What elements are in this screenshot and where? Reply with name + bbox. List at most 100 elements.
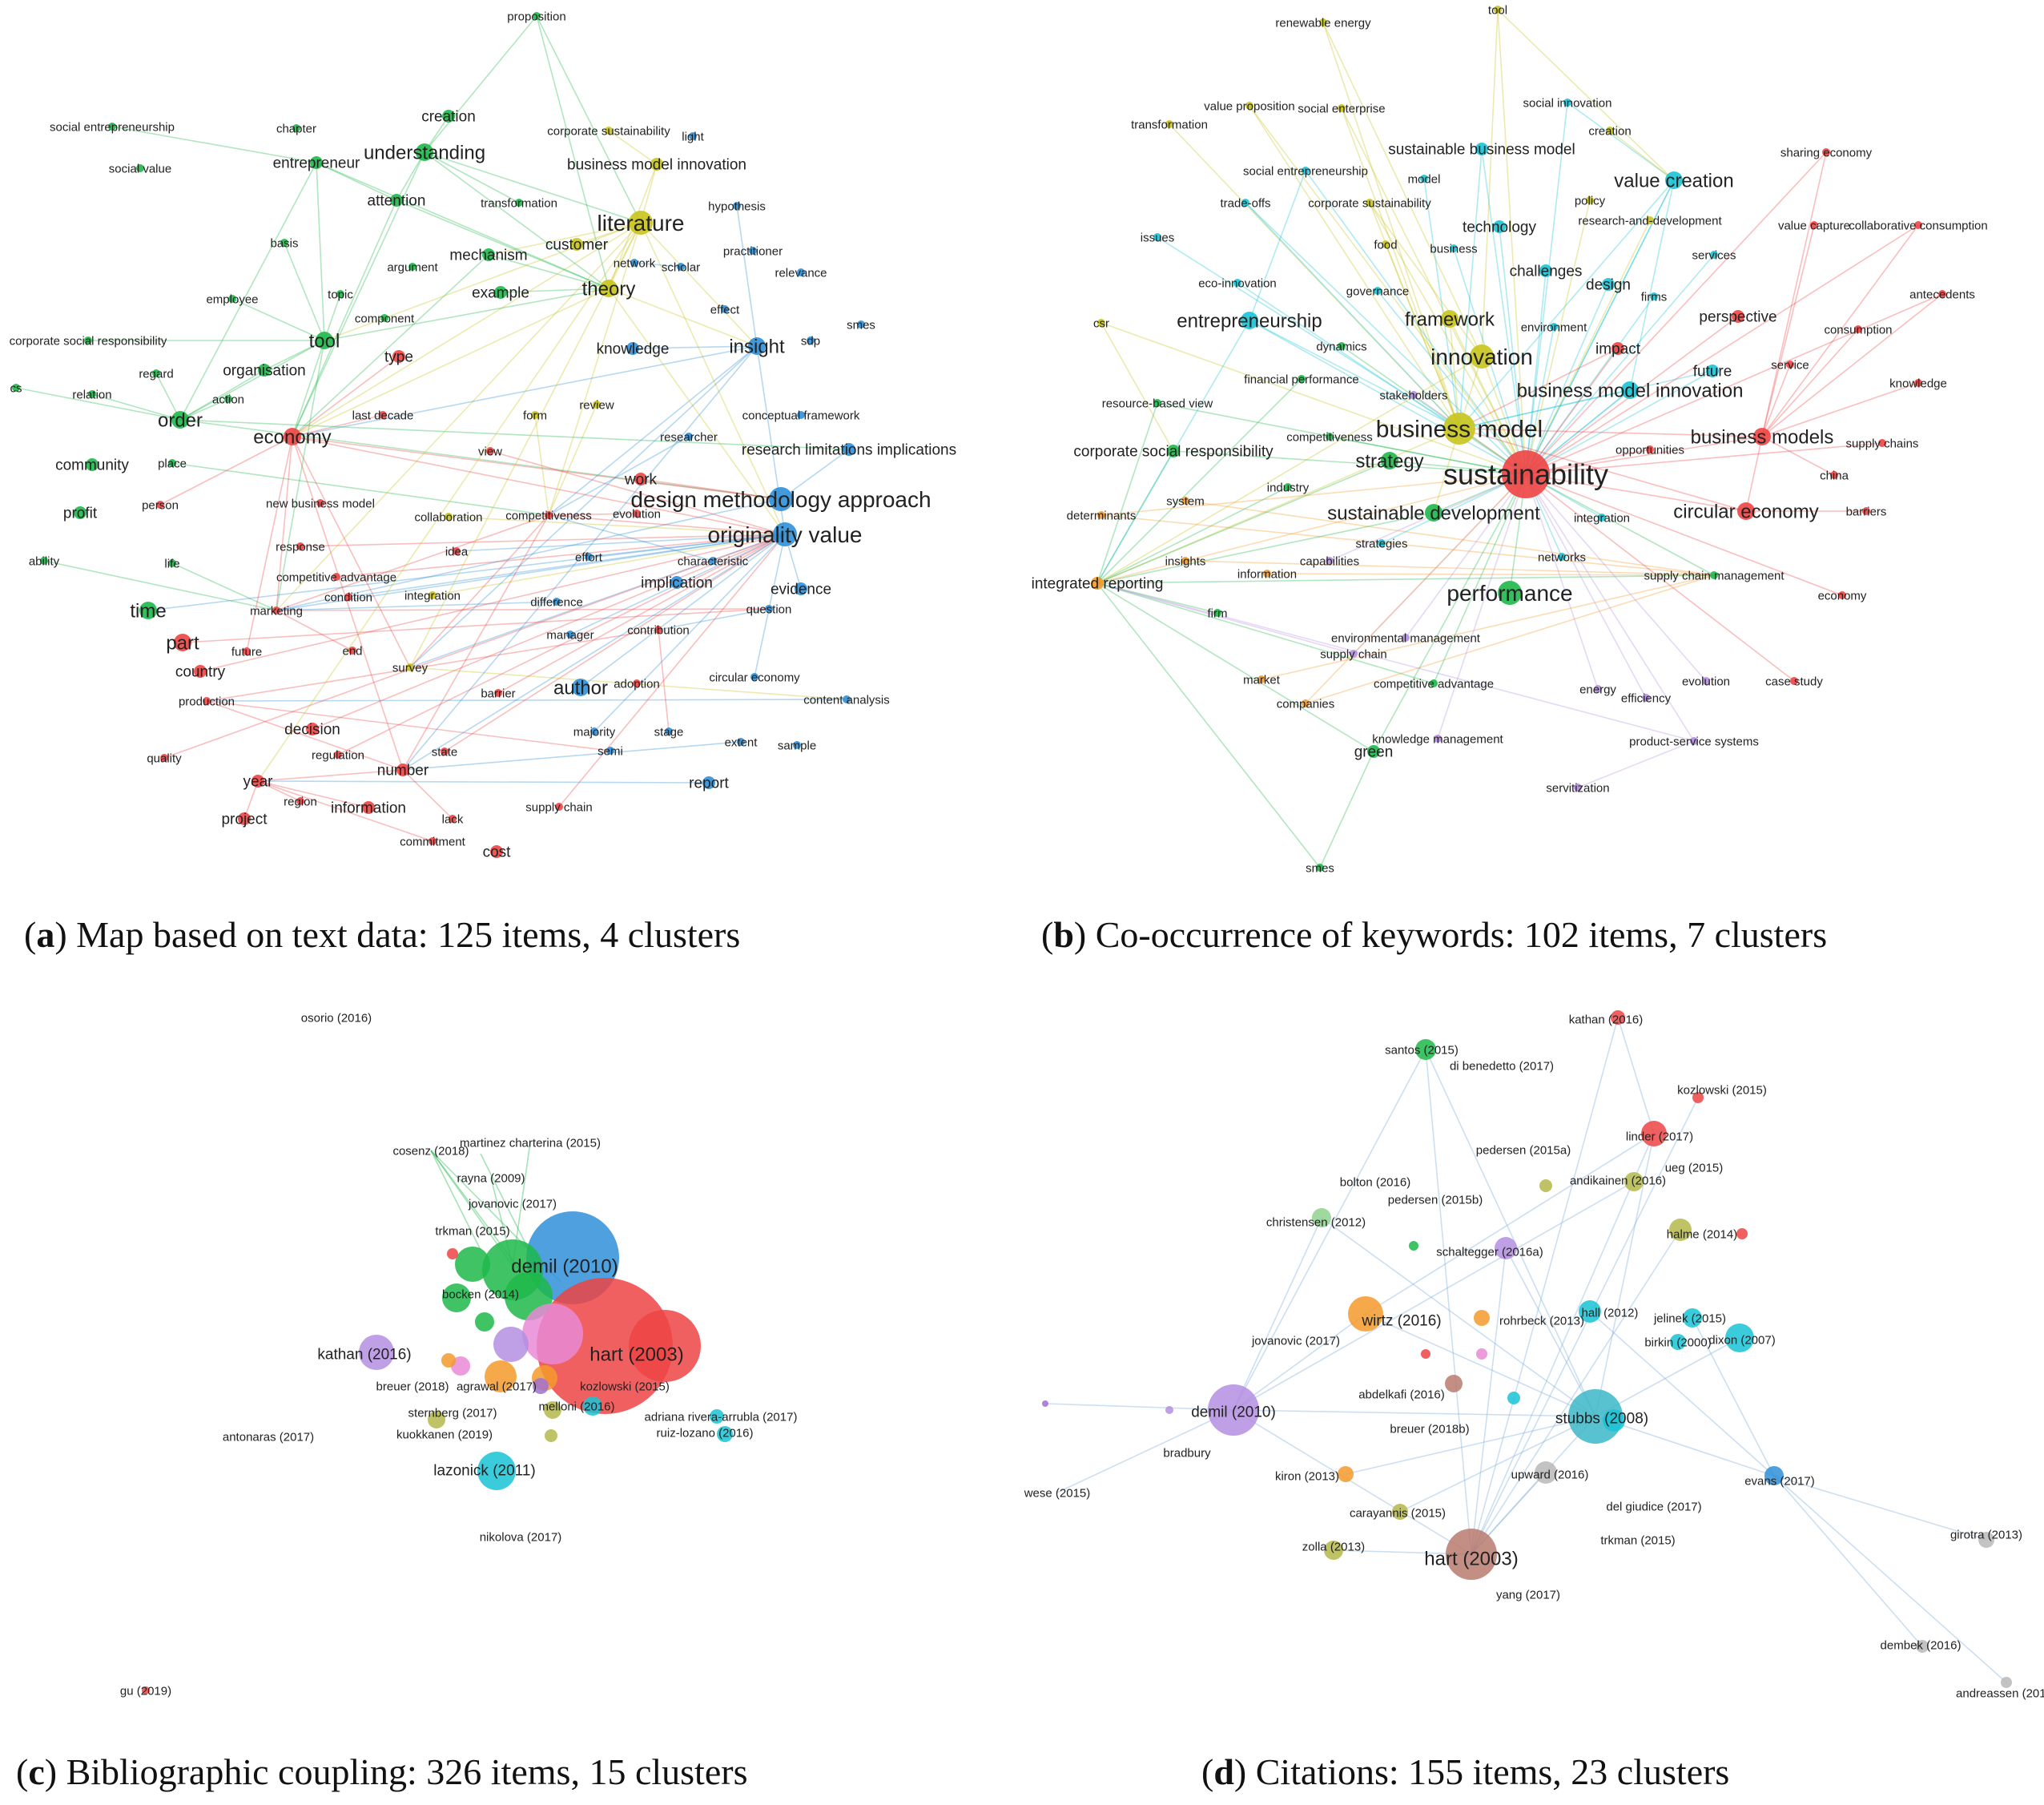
node-implication[interactable] [670, 576, 683, 589]
node-capabilities[interactable] [1326, 557, 1334, 565]
node-cost[interactable] [490, 845, 503, 858]
node-firms[interactable] [1650, 292, 1658, 300]
node-contribution[interactable] [654, 626, 662, 634]
node-competitive-advantage[interactable] [1430, 679, 1438, 687]
node-bubble[interactable] [1042, 1400, 1048, 1407]
node-bubble[interactable] [1725, 1324, 1754, 1352]
node-bubble[interactable] [493, 1327, 529, 1362]
node-stakeholders[interactable] [1410, 391, 1418, 399]
node-supply-chain-management[interactable] [1710, 571, 1718, 579]
node-framework[interactable] [1441, 310, 1459, 328]
node-bubble[interactable] [1624, 1172, 1644, 1191]
node-light[interactable] [689, 132, 697, 140]
node-bubble[interactable] [1312, 1208, 1331, 1227]
node-form[interactable] [531, 411, 539, 419]
node-bubble[interactable] [1603, 1409, 1625, 1432]
node-bubble[interactable] [1611, 1010, 1625, 1025]
node-business[interactable] [1450, 244, 1458, 252]
node-social-value[interactable] [136, 164, 144, 172]
node-bubble[interactable] [717, 1426, 733, 1442]
node-bubble[interactable] [629, 1310, 701, 1382]
node-system[interactable] [1181, 497, 1189, 505]
node-time[interactable] [139, 602, 157, 619]
node-bubble[interactable] [1421, 1349, 1430, 1359]
node-integration[interactable] [429, 591, 437, 599]
node-mechanism[interactable] [482, 248, 495, 261]
node-question[interactable] [765, 605, 773, 613]
node-bubble[interactable] [451, 1356, 470, 1376]
node-marketing[interactable] [272, 606, 280, 614]
node-chapter[interactable] [292, 124, 300, 132]
node-collaboration[interactable] [445, 513, 453, 521]
node-antecedents[interactable] [1938, 290, 1946, 298]
node-project[interactable] [238, 812, 251, 825]
node-bubble[interactable] [1507, 1392, 1520, 1404]
node-barrier[interactable] [494, 689, 502, 697]
node-sdp[interactable] [807, 336, 815, 344]
node-bubble[interactable] [1415, 1039, 1436, 1060]
node-sample[interactable] [793, 741, 801, 749]
node-topic[interactable] [336, 290, 344, 298]
node-corporate-social-responsibility[interactable] [1167, 445, 1180, 457]
node-servitization[interactable] [1574, 784, 1582, 792]
node-entrepreneurship[interactable] [1241, 312, 1258, 329]
node-technology[interactable] [1493, 220, 1506, 233]
node-networks[interactable] [1558, 553, 1566, 561]
node-component[interactable] [380, 314, 388, 322]
node-network[interactable] [630, 259, 638, 267]
node-bubble[interactable] [1641, 1121, 1667, 1146]
node-regard[interactable] [152, 369, 160, 377]
node-review[interactable] [593, 401, 601, 409]
node-smes[interactable] [1316, 864, 1324, 872]
node-commitment[interactable] [429, 837, 437, 845]
node-decision[interactable] [306, 723, 319, 735]
node-evidence[interactable] [795, 582, 807, 595]
node-bubble[interactable] [533, 1378, 549, 1394]
node-bubble[interactable] [447, 1248, 458, 1259]
node-bubble[interactable] [2001, 1677, 2012, 1688]
node-collaborative-consumption[interactable] [1914, 221, 1922, 229]
node-industry[interactable] [1284, 483, 1292, 491]
node-business-model[interactable] [1443, 413, 1475, 445]
node-dynamics[interactable] [1338, 342, 1346, 350]
node-integration[interactable] [1598, 514, 1606, 522]
node-model[interactable] [1420, 175, 1428, 183]
node-bubble[interactable] [1165, 1406, 1173, 1414]
node-circular-economy[interactable] [750, 673, 758, 681]
node-barriers[interactable] [1862, 507, 1870, 515]
node-corporate-sustainability[interactable] [1366, 199, 1374, 207]
node-bubble[interactable] [522, 1303, 583, 1364]
node-sustainable-development[interactable] [1425, 504, 1442, 522]
node-response[interactable] [296, 542, 304, 550]
node-person[interactable] [156, 501, 164, 509]
node-lack[interactable] [449, 815, 457, 823]
node-ability[interactable] [40, 557, 48, 565]
node-end[interactable] [348, 647, 356, 655]
node-challenges[interactable] [1539, 264, 1552, 277]
node-characteristic[interactable] [709, 557, 717, 565]
node-tool[interactable] [1494, 6, 1502, 14]
node-regulation[interactable] [334, 751, 342, 759]
node-semi[interactable] [606, 747, 614, 755]
node-type[interactable] [392, 350, 405, 363]
node-integrated-reporting[interactable] [1091, 577, 1104, 590]
node-sharing-economy[interactable] [1822, 148, 1830, 156]
node-determinants[interactable] [1097, 511, 1105, 519]
node-community[interactable] [86, 458, 99, 471]
node-bubble[interactable] [455, 1247, 490, 1282]
node-evolution[interactable] [1702, 677, 1710, 685]
node-insights[interactable] [1181, 557, 1189, 565]
node-effort[interactable] [585, 553, 593, 561]
node-report[interactable] [702, 776, 715, 789]
node-economy[interactable] [284, 428, 301, 445]
node-companies[interactable] [1302, 699, 1310, 707]
node-competitive-advantage[interactable] [332, 573, 340, 581]
node-economy[interactable] [1838, 591, 1846, 599]
node-bubble[interactable] [1579, 1300, 1601, 1323]
node-difference[interactable] [553, 598, 561, 606]
node-sustainability[interactable] [1502, 450, 1550, 498]
node-sustainable-business-model[interactable] [1475, 143, 1488, 155]
node-strategies[interactable] [1378, 539, 1386, 547]
node-bubble[interactable] [1409, 1241, 1418, 1251]
node-information[interactable] [1263, 570, 1271, 578]
